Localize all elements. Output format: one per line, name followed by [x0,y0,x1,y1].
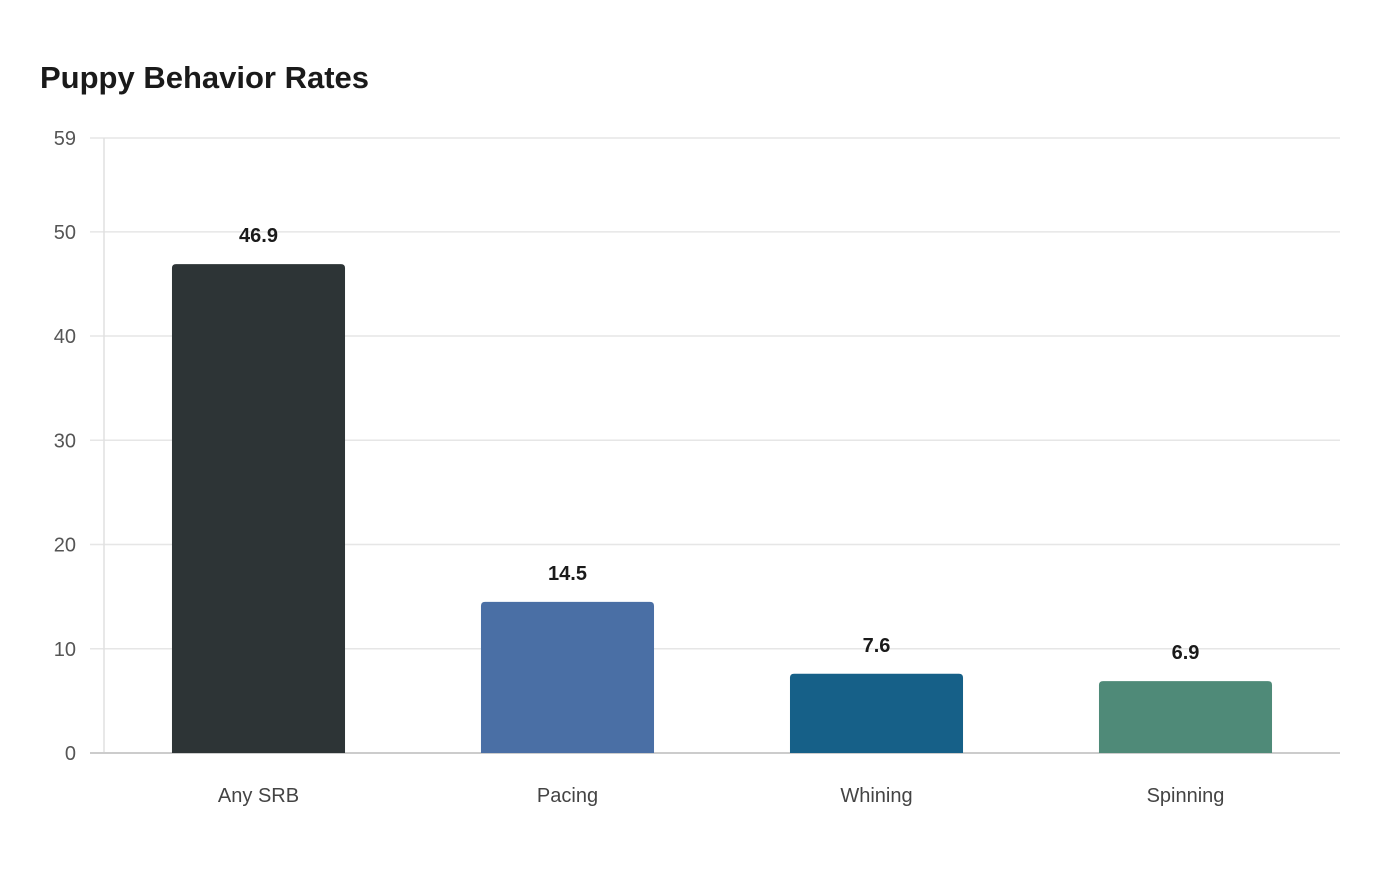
y-tick-label: 40 [54,326,76,348]
bar-spinning [1098,681,1273,753]
x-tick-label: Spinning [1147,785,1225,807]
data-label: 46.9 [239,225,278,247]
y-tick-label: 59 [54,128,76,150]
y-tick-label: 10 [54,639,76,661]
y-tick-label: 20 [54,535,76,557]
bar-pacing [480,601,655,753]
data-label: 6.9 [1172,642,1200,664]
y-tick-label: 30 [54,430,76,452]
chart-title: Puppy Behavior Rates [40,60,370,95]
data-label: 7.6 [863,635,891,657]
labels: 0 10 20 30 40 50 59 46.9 Any SRB 14.5 Pacing 7.6 Whi… [54,128,1225,807]
y-tick-label: 0 [65,743,76,765]
bars [171,264,1273,753]
data-label: 14.5 [548,563,587,585]
bar-whining [789,673,964,753]
x-tick-label: Pacing [537,785,598,807]
x-tick-label: Whining [840,785,912,807]
bar-any-srb [171,264,346,753]
y-tick-label: 50 [54,222,76,244]
x-tick-label: Any SRB [218,785,299,807]
